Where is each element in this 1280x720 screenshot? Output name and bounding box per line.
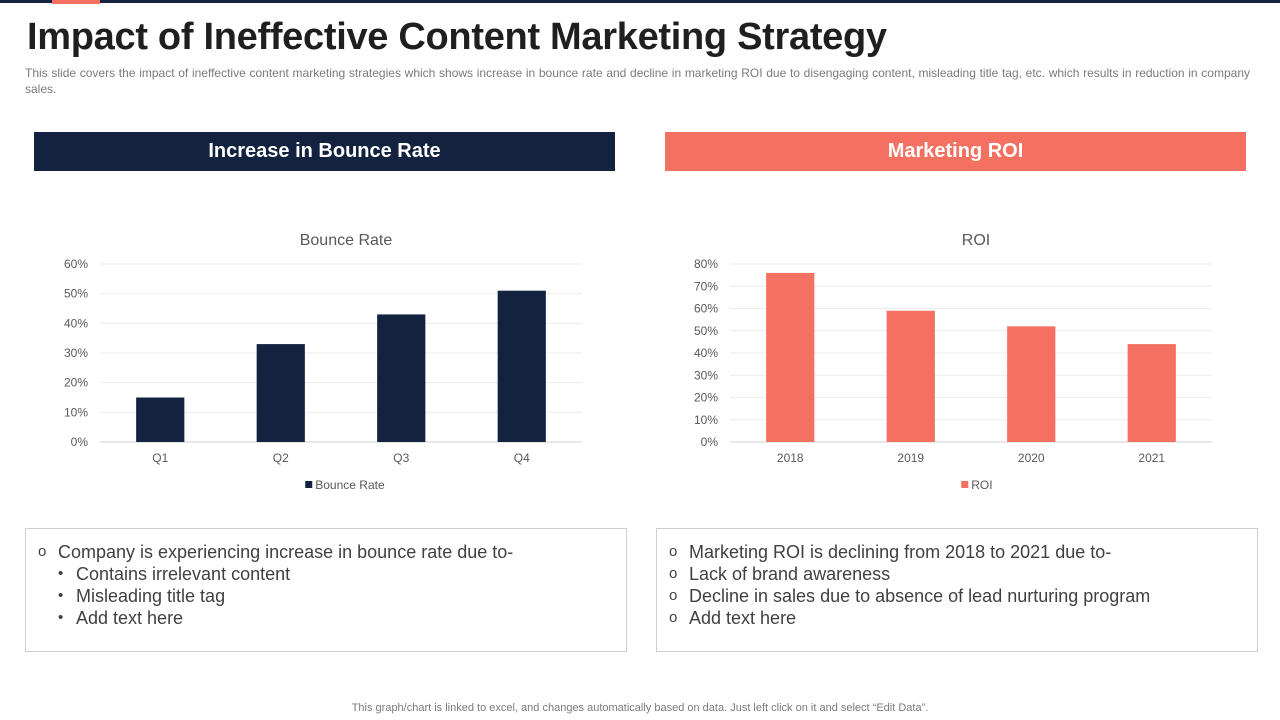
footer-note: This graph/chart is linked to excel, and… xyxy=(351,702,929,714)
y-tick-label: 80% xyxy=(694,257,718,271)
bullet-marker: o xyxy=(669,543,678,560)
bounce-rate-chart[interactable]: Bounce Rate 0% 10% 20% 30% 40% 50% 60% Q1 Q2 Q3 Q4 B… xyxy=(30,220,620,515)
bullet-marker: • xyxy=(58,565,64,582)
bullet-item: o Marketing ROI is declining from 2018 to… xyxy=(669,541,1245,563)
y-tick-label: 40% xyxy=(64,316,88,330)
bounce-rate-bullet-list: o Company is experiencing increase in bou… xyxy=(38,541,614,629)
bar-2020 xyxy=(1007,326,1056,442)
bullet-marker: o xyxy=(669,587,678,604)
bounce-rate-chart-svg: Bounce Rate 0% 10% 20% 30% 40% 50% 60% Q1 Q2 Q3 Q4 B… xyxy=(64,232,582,492)
x-tick-label: Q4 xyxy=(514,451,530,465)
bullet-marker: • xyxy=(58,609,64,626)
bullet-text: Marketing ROI is declining from 2018 to … xyxy=(689,542,1112,562)
x-tick-label: 2021 xyxy=(1138,451,1165,465)
y-tick-label: 40% xyxy=(694,346,718,360)
bullet-text: Company is experiencing increase in boun… xyxy=(58,542,514,562)
page-subtitle: This slide covers the impact of ineffect… xyxy=(25,66,1250,96)
bounce-rate-notes[interactable]: o Company is experiencing increase in bou… xyxy=(25,528,627,652)
chart-title: ROI xyxy=(962,232,990,249)
marketing-roi-header: Marketing ROI xyxy=(665,132,1246,171)
top-accent-bar xyxy=(0,0,1280,3)
legend-label: ROI xyxy=(971,478,992,492)
bullet-item: o Add text here xyxy=(669,607,1245,629)
y-tick-label: 10% xyxy=(694,413,718,427)
roi-notes[interactable]: o Marketing ROI is declining from 2018 to… xyxy=(656,528,1258,652)
bullet-marker: • xyxy=(58,587,64,604)
bar-2018 xyxy=(766,272,815,442)
bullet-text: Contains irrelevant content xyxy=(76,564,291,584)
y-tick-label: 60% xyxy=(694,302,718,316)
y-tick-label: 60% xyxy=(64,257,88,271)
legend-label: Bounce Rate xyxy=(315,478,385,492)
x-tick-label: 2018 xyxy=(777,451,804,465)
y-tick-label: 0% xyxy=(701,435,719,449)
bar-q4 xyxy=(497,290,546,442)
bullet-text: Misleading title tag xyxy=(76,586,226,606)
x-tick-label: Q2 xyxy=(273,451,289,465)
roi-chart[interactable]: ROI 0% 10% 20% 30% 40% 50% 60% 70% 80% 2018 2019 202… xyxy=(660,220,1250,515)
bullet-marker: o xyxy=(669,565,678,582)
bar-q2 xyxy=(256,344,305,442)
bullet-item: o Company is experiencing increase in bou… xyxy=(38,541,614,563)
bar-2019 xyxy=(886,310,935,442)
bullet-text: Add text here xyxy=(76,608,184,628)
bullet-item: • Misleading title tag xyxy=(38,585,614,607)
bar-q1 xyxy=(136,397,185,442)
bar-q3 xyxy=(377,314,426,442)
bar-2021 xyxy=(1127,344,1176,442)
roi-bullet-list: o Marketing ROI is declining from 2018 to… xyxy=(669,541,1245,629)
y-tick-label: 30% xyxy=(64,346,88,360)
bullet-item: • Contains irrelevant content xyxy=(38,563,614,585)
y-tick-label: 0% xyxy=(71,435,89,449)
legend-swatch xyxy=(961,481,969,488)
page-title: Impact of Ineffective Content Marketing … xyxy=(27,16,887,58)
legend-swatch xyxy=(305,481,313,488)
bounce-rate-header: Increase in Bounce Rate xyxy=(34,132,615,171)
roi-chart-svg: ROI 0% 10% 20% 30% 40% 50% 60% 70% 80% 2018 2019 202… xyxy=(694,232,1212,492)
y-tick-label: 20% xyxy=(694,391,718,405)
bullet-marker: o xyxy=(38,543,47,560)
y-tick-label: 30% xyxy=(694,368,718,382)
y-tick-label: 50% xyxy=(694,324,718,338)
bullet-item: • Add text here xyxy=(38,607,614,629)
top-accent-tab xyxy=(52,0,100,4)
x-tick-label: Q1 xyxy=(152,451,168,465)
bullet-item: o Lack of brand awareness xyxy=(669,563,1245,585)
x-tick-label: 2020 xyxy=(1018,451,1045,465)
x-tick-label: Q3 xyxy=(393,451,409,465)
bullet-text: Add text here xyxy=(689,608,797,628)
y-tick-label: 20% xyxy=(64,376,88,390)
y-tick-label: 70% xyxy=(694,279,718,293)
x-tick-label: 2019 xyxy=(897,451,924,465)
y-tick-label: 50% xyxy=(64,287,88,301)
bullet-item: o Decline in sales due to absence of lead… xyxy=(669,585,1245,607)
chart-title: Bounce Rate xyxy=(300,232,393,249)
bullet-marker: o xyxy=(669,609,678,626)
bullet-text: Lack of brand awareness xyxy=(689,564,891,584)
bullet-text: Decline in sales due to absence of lead … xyxy=(689,586,1151,606)
y-tick-label: 10% xyxy=(64,405,88,419)
